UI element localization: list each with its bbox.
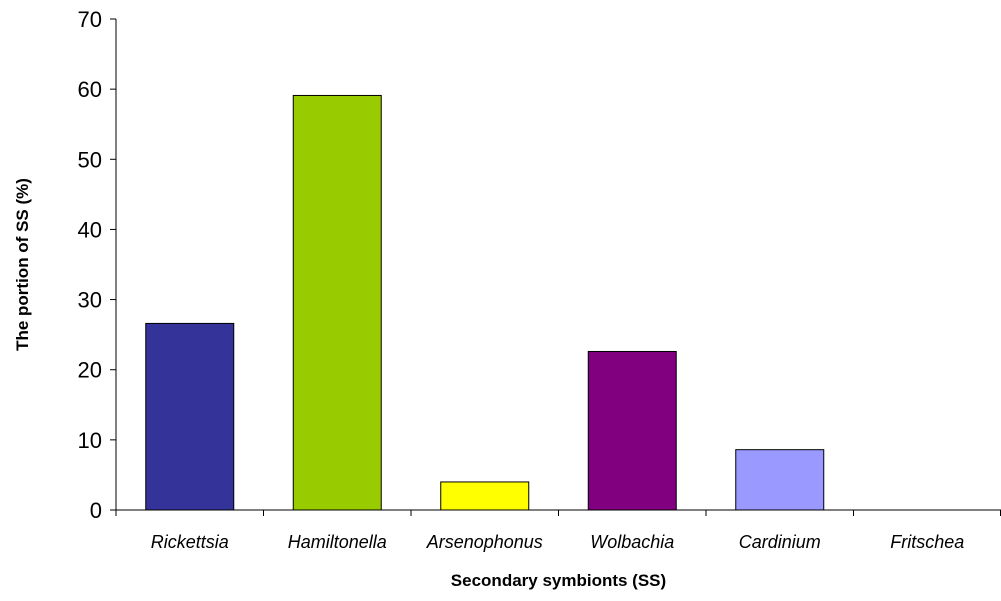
x-axis-ticks [115, 510, 1001, 516]
bar-wolbachia [587, 350, 677, 511]
y-tick-label: 60 [78, 77, 102, 102]
y-tick-label: 40 [78, 217, 102, 242]
bar-arsenophonus [440, 481, 530, 511]
y-tick-label: 20 [78, 358, 102, 383]
y-tick-label: 10 [78, 428, 102, 453]
bar-hamiltonella [292, 94, 382, 511]
bar-rickettsia [145, 322, 235, 511]
x-tick-label: Arsenophonus [426, 532, 543, 552]
y-tick-label: 70 [78, 7, 102, 32]
bars [145, 94, 825, 511]
y-tick-label: 0 [90, 498, 102, 523]
y-axis-title: The portion of SS (%) [13, 178, 32, 351]
y-tick-label: 30 [78, 288, 102, 313]
category-labels: Rickettsia Hamiltonella Arsenophonus Wolbac… [151, 532, 965, 552]
x-tick-label: Cardinium [739, 532, 821, 552]
x-axis-title: Secondary symbionts (SS) [451, 571, 666, 590]
x-tick-label: Wolbachia [590, 532, 674, 552]
y-tick-label: 50 [78, 147, 102, 172]
bar-cardinium [735, 449, 825, 511]
x-tick-label: Rickettsia [151, 532, 229, 552]
plot-area: 0 10 20 30 40 50 60 70 Rickettsia Hamiltonella Ar… [78, 7, 1001, 552]
x-tick-label: Fritschea [890, 532, 964, 552]
x-tick-label: Hamiltonella [288, 532, 387, 552]
y-axis-ticks: 0 10 20 30 40 50 60 70 [78, 7, 116, 523]
